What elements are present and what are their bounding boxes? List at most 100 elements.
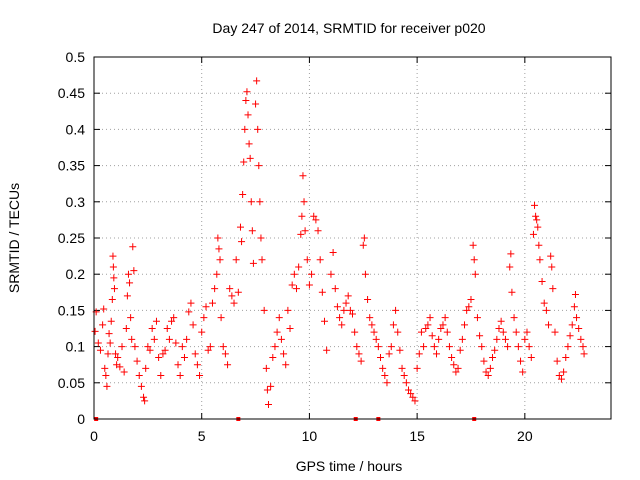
data-point	[512, 328, 520, 336]
data-point	[368, 321, 376, 329]
data-point	[510, 314, 518, 322]
data-point	[538, 277, 546, 285]
x-tick-label: 20	[517, 428, 533, 444]
data-point	[527, 353, 535, 361]
x-tick-label: 10	[302, 428, 318, 444]
data-point	[248, 227, 256, 235]
data-point	[405, 386, 413, 394]
data-point	[394, 328, 402, 336]
data-point	[211, 285, 219, 293]
data-point	[553, 357, 561, 365]
data-point	[422, 325, 430, 332]
data-point	[433, 350, 441, 358]
data-point	[185, 308, 193, 316]
data-point	[215, 245, 223, 253]
data-point	[273, 328, 281, 336]
data-point	[439, 321, 447, 329]
data-point	[327, 270, 335, 278]
data-point	[573, 314, 581, 322]
data-point	[349, 310, 356, 318]
data-point	[269, 353, 277, 361]
data-point	[277, 335, 285, 343]
data-point	[96, 346, 104, 354]
y-tick-label: 0.25	[58, 230, 85, 246]
data-point	[532, 212, 540, 220]
data-point	[241, 125, 249, 133]
data-point	[571, 290, 579, 298]
data-point	[381, 372, 389, 380]
data-point	[344, 292, 352, 300]
data-point	[300, 198, 308, 206]
data-point	[249, 259, 257, 267]
data-point	[579, 343, 587, 351]
data-point	[564, 343, 572, 351]
y-tick-label: 0.2	[66, 266, 86, 282]
data-point	[398, 364, 406, 372]
data-point	[379, 364, 387, 372]
data-point	[310, 212, 318, 220]
data-point	[486, 364, 494, 372]
data-point	[94, 339, 102, 347]
data-point	[303, 256, 311, 264]
data-point	[507, 250, 515, 258]
data-point	[499, 328, 507, 336]
data-point	[329, 248, 337, 256]
y-tick-label: 0.35	[58, 158, 85, 174]
data-point	[275, 314, 283, 322]
data-point	[338, 321, 346, 329]
data-point	[236, 223, 244, 231]
data-point	[535, 241, 543, 249]
data-point	[411, 397, 419, 405]
data-point	[131, 343, 139, 351]
data-point	[413, 364, 421, 372]
data-series	[91, 77, 588, 421]
data-point	[258, 256, 266, 264]
data-point	[133, 357, 141, 365]
data-point	[135, 372, 143, 380]
data-point	[501, 335, 509, 343]
data-point	[336, 314, 344, 322]
data-point	[298, 212, 306, 220]
data-point	[305, 281, 313, 289]
data-point	[239, 191, 247, 199]
data-point	[568, 321, 576, 329]
x-tick-label: 15	[409, 428, 425, 444]
x-tick-label: 0	[90, 428, 98, 444]
data-point	[400, 372, 408, 380]
y-axis-label: SRMTID / TECUs	[6, 183, 22, 293]
data-point	[415, 350, 423, 358]
data-point	[262, 364, 270, 372]
data-point	[531, 201, 539, 209]
data-point	[109, 263, 117, 271]
data-point	[480, 357, 488, 365]
data-point	[200, 314, 208, 322]
data-point	[240, 158, 248, 166]
data-point	[320, 317, 328, 325]
data-point	[286, 325, 294, 332]
data-point	[374, 343, 382, 351]
data-point	[246, 154, 254, 162]
plot-frame	[93, 56, 612, 420]
data-point	[189, 321, 197, 329]
data-point	[560, 368, 568, 376]
data-point	[577, 335, 585, 343]
data-point	[106, 339, 114, 347]
data-point	[168, 317, 176, 325]
data-point	[161, 346, 169, 354]
data-point	[463, 306, 471, 314]
data-point	[529, 230, 537, 238]
data-point	[108, 296, 116, 304]
data-point	[110, 274, 118, 282]
y-tick-label: 0.45	[58, 85, 85, 101]
data-point	[534, 223, 542, 231]
data-point	[172, 339, 180, 347]
chart-title: Day 247 of 2014, SRMTID for receiver p02…	[212, 20, 485, 36]
data-point	[493, 335, 501, 343]
data-point	[547, 252, 555, 260]
data-point	[216, 256, 224, 264]
data-point	[260, 306, 268, 314]
data-point	[504, 343, 512, 351]
data-point	[213, 270, 221, 278]
data-point	[238, 238, 246, 246]
